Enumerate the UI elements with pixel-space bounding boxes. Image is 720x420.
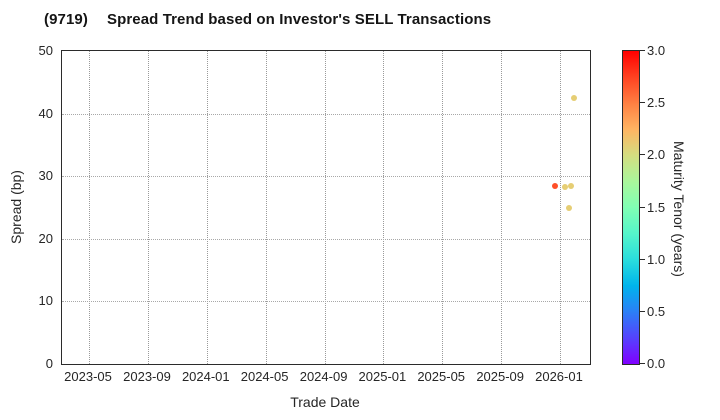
gridline-vertical	[324, 51, 326, 364]
colorbar-tick-mark	[640, 102, 645, 104]
x-tick-label: 2024-01	[181, 369, 230, 384]
gridline-vertical	[89, 51, 91, 364]
y-tick-label: 10	[38, 293, 53, 309]
colorbar-tick-label: 3.0	[647, 43, 666, 58]
gridline-vertical	[265, 51, 267, 364]
gridline-horizontal	[62, 301, 590, 303]
y-tick-label: 20	[38, 230, 53, 246]
x-tick-label: 2024-09	[299, 369, 348, 384]
colorbar-tick-label: 0.5	[647, 303, 666, 319]
gridline-vertical	[559, 51, 561, 364]
chart-title: (9719) Spread Trend based on Investor's S…	[44, 11, 491, 28]
colorbar-tick-mark	[640, 206, 645, 208]
gridline-horizontal	[62, 238, 590, 240]
colorbar-tick-mark	[640, 154, 645, 156]
gridline-vertical	[442, 51, 444, 364]
colorbar-tick-label: 2.5	[647, 95, 666, 111]
y-tick-label: 0	[45, 356, 53, 371]
x-tick-label: 2025-05	[417, 369, 466, 384]
scatter-point	[565, 205, 572, 212]
gridline-horizontal	[62, 176, 590, 178]
x-axis-label: Trade Date	[290, 394, 360, 410]
colorbar-tick-label: 0.0	[647, 356, 666, 371]
gridline-vertical	[206, 51, 208, 364]
plot-area	[61, 50, 591, 365]
x-tick-label: 2026-01	[535, 369, 583, 384]
gridline-horizontal	[62, 113, 590, 115]
x-tick-label: 2023-09	[123, 369, 171, 384]
chart-title-text: Spread Trend based on Investor's SELL Tr…	[106, 11, 492, 28]
scatter-point	[551, 183, 558, 190]
colorbar-tick-mark	[640, 258, 645, 260]
x-tick-label: 2025-01	[358, 369, 407, 384]
gridline-vertical	[501, 51, 503, 364]
colorbar-tick-label: 1.5	[647, 199, 666, 215]
x-tick-label: 2024-05	[240, 369, 289, 384]
x-tick-label: 2025-09	[476, 369, 525, 384]
colorbar-tick-label: 2.0	[647, 147, 666, 163]
scatter-point	[562, 183, 569, 190]
colorbar-axis-label: Maturity Tenor (years)	[671, 140, 687, 277]
colorbar-tick-mark	[640, 50, 645, 51]
scatter-point	[571, 94, 578, 101]
y-tick-label: 40	[38, 105, 53, 121]
colorbar-tick-label: 1.0	[647, 251, 666, 267]
colorbar-tick-mark	[640, 310, 645, 312]
gridline-vertical	[147, 51, 149, 364]
scatter-point	[567, 182, 574, 189]
x-tick-label: 2023-05	[64, 369, 112, 384]
colorbar-tick-mark	[640, 363, 645, 364]
y-tick-label: 30	[38, 168, 53, 184]
colorbar	[622, 50, 640, 365]
security-code: (9719)	[44, 11, 88, 28]
y-tick-label: 50	[38, 43, 53, 58]
gridline-vertical	[383, 51, 385, 364]
